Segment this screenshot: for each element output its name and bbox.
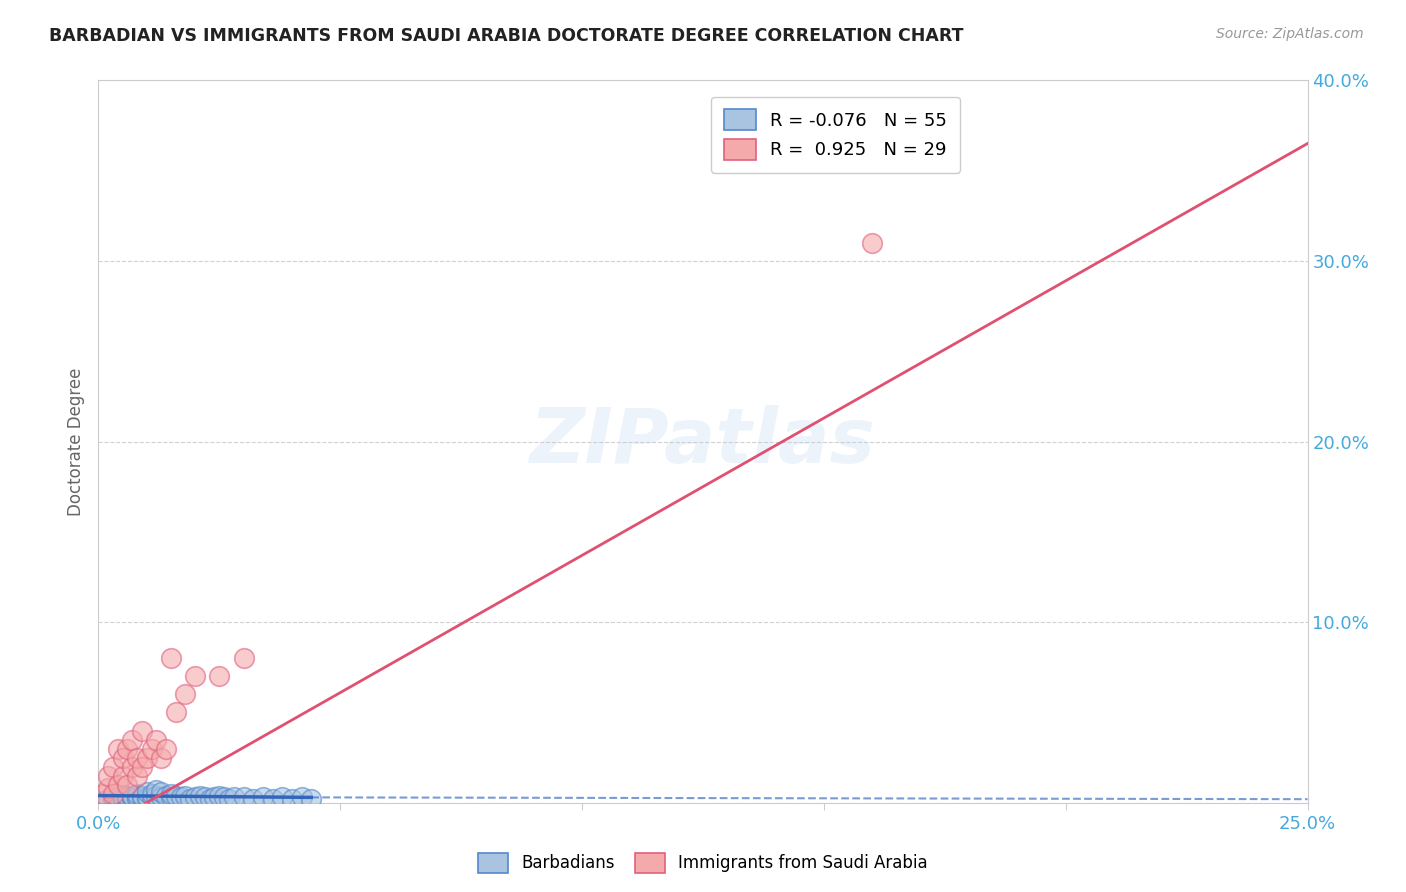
Point (194, 790, 217, 805)
Point (107, 741, 129, 756)
Point (135, 785, 157, 799)
Point (111, 769, 134, 783)
Text: BARBADIAN VS IMMIGRANTS FROM SAUDI ARABIA DOCTORATE DEGREE CORRELATION CHART: BARBADIAN VS IMMIGRANTS FROM SAUDI ARABI… (49, 27, 963, 45)
Point (131, 789, 153, 803)
Point (127, 750, 149, 764)
Text: ZIPatlas: ZIPatlas (530, 405, 876, 478)
Point (107, 790, 129, 805)
Point (135, 790, 157, 805)
Point (174, 687, 197, 701)
Point (145, 732, 167, 747)
Point (204, 790, 226, 805)
Point (141, 787, 163, 801)
Point (101, 790, 124, 805)
Point (121, 790, 143, 805)
Point (281, 792, 304, 806)
Point (101, 792, 124, 806)
Point (131, 723, 153, 738)
Point (121, 789, 143, 803)
Point (145, 783, 167, 797)
Point (290, 790, 312, 805)
Point (188, 789, 211, 803)
Point (131, 790, 153, 805)
Point (117, 789, 139, 803)
Point (101, 787, 124, 801)
Point (860, 235, 883, 250)
Point (160, 790, 183, 805)
Point (107, 778, 129, 792)
Point (97, 781, 120, 796)
Point (222, 790, 245, 805)
Point (145, 789, 167, 803)
Point (97, 769, 120, 783)
Legend: Barbadians, Immigrants from Saudi Arabia: Barbadians, Immigrants from Saudi Arabia (471, 847, 935, 880)
Point (184, 669, 207, 683)
Point (271, 790, 294, 805)
Point (299, 792, 322, 806)
Point (135, 750, 157, 764)
Point (198, 792, 221, 806)
Point (101, 760, 124, 774)
Point (242, 792, 264, 806)
Point (262, 792, 284, 806)
Point (107, 792, 129, 806)
Point (184, 790, 207, 805)
Point (127, 769, 149, 783)
Point (91, 787, 114, 801)
Point (91, 794, 114, 808)
Point (127, 792, 149, 806)
Point (150, 790, 173, 805)
Point (155, 789, 177, 803)
Point (111, 790, 134, 805)
Point (155, 741, 177, 756)
Point (232, 790, 254, 805)
Point (117, 790, 139, 805)
Point (117, 741, 139, 756)
Point (150, 785, 173, 799)
Point (117, 778, 139, 792)
Legend: R = -0.076   N = 55, R =  0.925   N = 29: R = -0.076 N = 55, R = 0.925 N = 29 (711, 96, 960, 172)
Point (150, 750, 173, 764)
Point (121, 792, 143, 806)
Point (179, 792, 201, 806)
Point (117, 794, 139, 808)
Point (165, 706, 187, 720)
Point (169, 790, 191, 805)
Point (127, 790, 149, 805)
Point (97, 792, 120, 806)
Point (111, 794, 134, 808)
Point (218, 792, 240, 806)
Point (107, 794, 129, 808)
Text: Source: ZipAtlas.com: Source: ZipAtlas.com (1216, 27, 1364, 41)
Point (117, 792, 139, 806)
Point (121, 760, 143, 774)
Point (121, 732, 143, 747)
Point (131, 760, 153, 774)
Point (111, 792, 134, 806)
Point (135, 792, 157, 806)
Y-axis label: Doctorate Degree: Doctorate Degree (66, 368, 84, 516)
Point (232, 651, 254, 665)
Point (208, 669, 231, 683)
Point (208, 789, 231, 803)
Point (111, 750, 134, 764)
Point (212, 790, 235, 805)
Point (252, 790, 274, 805)
Point (160, 651, 183, 665)
Point (141, 790, 163, 805)
Point (141, 741, 163, 756)
Point (165, 789, 187, 803)
Point (127, 787, 149, 801)
Point (160, 787, 183, 801)
Point (174, 789, 197, 803)
